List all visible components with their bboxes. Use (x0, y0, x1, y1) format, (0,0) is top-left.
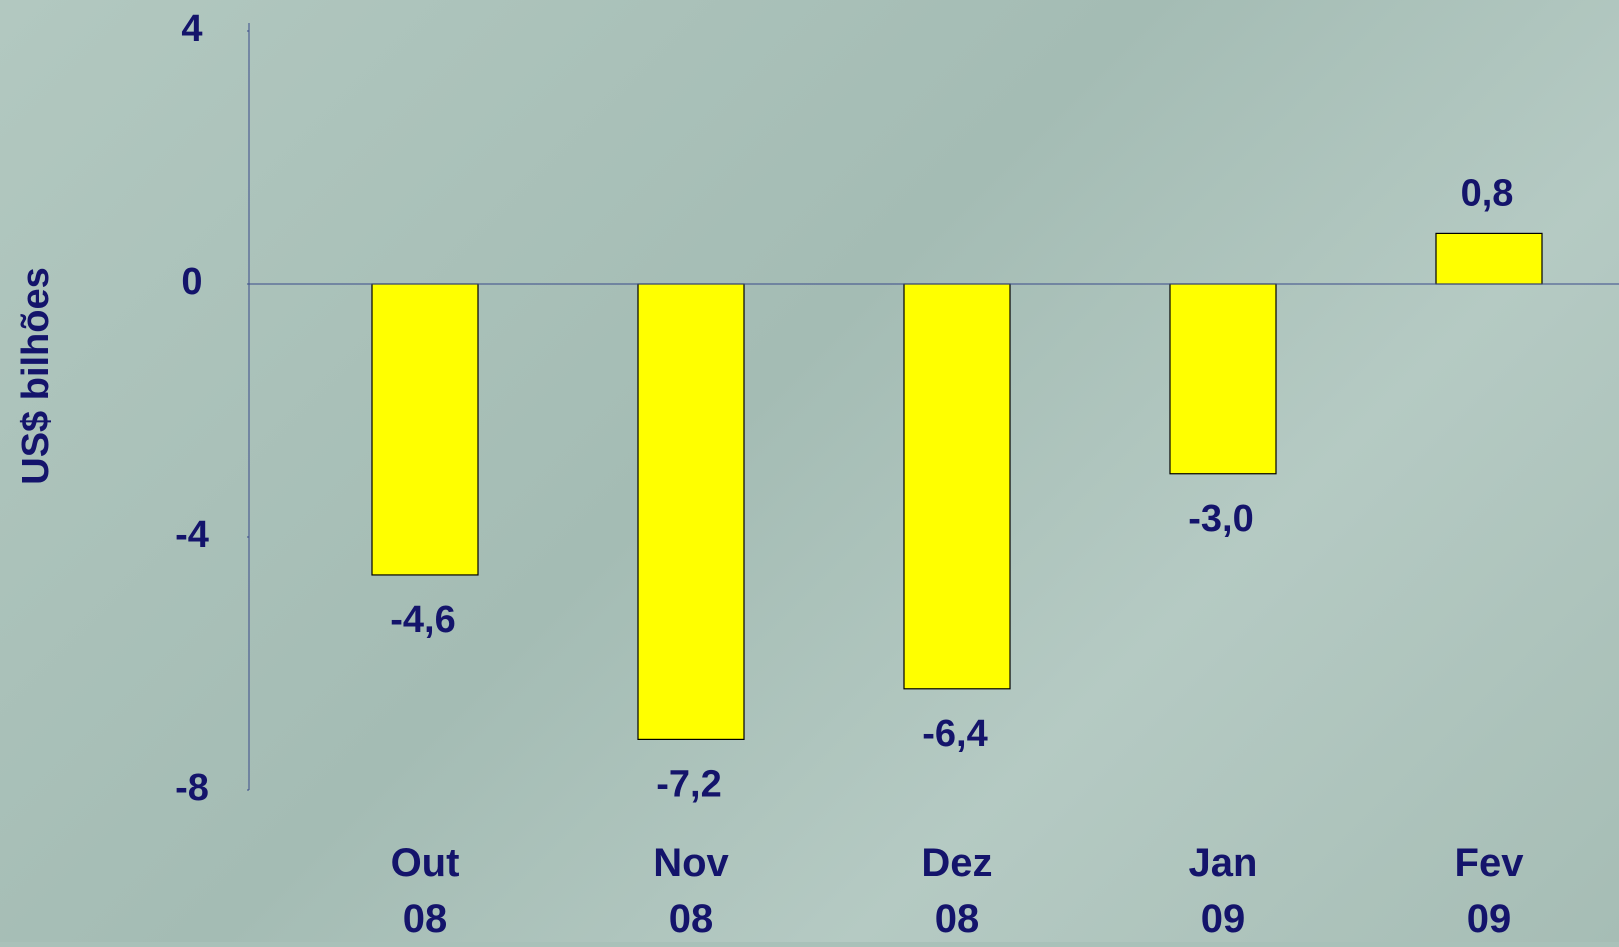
chart: US$ bilhões 4 0 -4 -8 -4,6 -7,2 -6,4 -3,0 0,8 (0, 0, 1619, 942)
y-tick-label: 0 (181, 261, 202, 303)
bar (1170, 284, 1276, 474)
y-axis-title: US$ bilhões (15, 267, 57, 485)
slide: US$ bilhões 40-4-8-4,6-7,2-6,4-3,00,8 Ou… (0, 0, 1619, 942)
bar (372, 284, 478, 575)
x-tick-label: Out 08 (325, 835, 525, 947)
bar (904, 284, 1010, 689)
y-tick-label: -8 (175, 767, 209, 809)
y-tick-label: 4 (181, 8, 202, 50)
value-label: -3,0 (1188, 498, 1253, 540)
value-label: -4,6 (390, 599, 455, 641)
value-label: -7,2 (656, 763, 721, 805)
value-label: 0,8 (1461, 172, 1514, 214)
bar (1436, 233, 1542, 284)
x-tick-label: Jan 09 (1123, 835, 1323, 947)
x-tick-label: Nov 08 (591, 835, 791, 947)
x-tick-label: Fev 09 (1389, 835, 1589, 947)
value-label: -6,4 (922, 713, 987, 755)
bar (638, 284, 744, 739)
x-tick-label: Dez 08 (857, 835, 1057, 947)
y-tick-label: -4 (175, 514, 209, 556)
